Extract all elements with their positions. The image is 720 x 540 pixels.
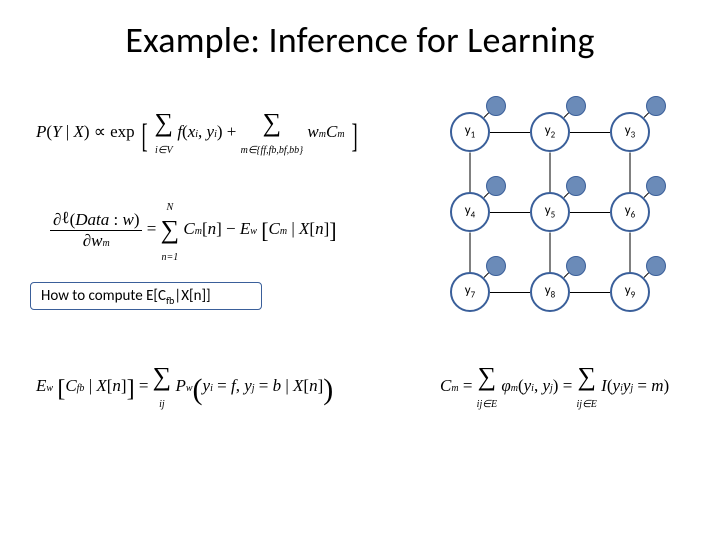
label-node-y7: y7 (450, 272, 490, 312)
label-node-text: y5 (545, 203, 555, 221)
formula-gradient: ∂ℓ(Data : w) ∂wm = N ∑ n=1 Cm[n] − Ew [C… (50, 195, 337, 265)
graph-edge (470, 152, 471, 192)
label-node-text: y6 (625, 203, 635, 221)
observation-node (646, 176, 666, 196)
label-node-y8: y8 (530, 272, 570, 312)
graph-edge (630, 152, 631, 192)
observation-node (566, 256, 586, 276)
graph-edge (490, 212, 530, 213)
label-node-y3: y3 (610, 112, 650, 152)
label-node-text: y8 (545, 283, 555, 301)
observation-node (646, 256, 666, 276)
graph-edge (470, 232, 471, 272)
label-node-y1: y1 (450, 112, 490, 152)
label-node-y6: y6 (610, 192, 650, 232)
label-node-text: y3 (625, 123, 635, 141)
graph-edge (630, 232, 631, 272)
graph-edge (550, 232, 551, 272)
observation-node (646, 96, 666, 116)
graph-edge (570, 292, 610, 293)
formula-expectation: Ew [Cfb | X[n]] = ∑ij Pw(yi = f, yj = b … (36, 362, 333, 412)
label-node-text: y7 (465, 283, 475, 301)
label-node-y4: y4 (450, 192, 490, 232)
formula-likelihood: P(Y | X) ∝ exp [ ∑i∈V f(xi, yi) + ∑m∈{ff… (36, 108, 360, 158)
compute-box: How to compute E[Cfb|X[n]] (30, 282, 262, 310)
observation-node (486, 176, 506, 196)
label-node-text: y9 (625, 283, 635, 301)
graph-edge (570, 212, 610, 213)
slide-title: Example: Inference for Learning (0, 18, 720, 62)
graph-edge (490, 292, 530, 293)
label-node-text: y4 (465, 203, 475, 221)
compute-box-text: How to compute E[Cfb|X[n]] (41, 287, 211, 305)
label-node-text: y1 (465, 123, 475, 141)
observation-node (486, 96, 506, 116)
label-node-text: y2 (545, 123, 555, 141)
label-node-y9: y9 (610, 272, 650, 312)
label-node-y2: y2 (530, 112, 570, 152)
observation-node (566, 96, 586, 116)
graph-edge (570, 132, 610, 133)
graph-edge (550, 152, 551, 192)
formula-cm: Cm = ∑ij∈E φm(yi, yj) = ∑ij∈E I(yiyj = m… (440, 362, 669, 412)
graph-edge (490, 132, 530, 133)
observation-node (566, 176, 586, 196)
label-node-y5: y5 (530, 192, 570, 232)
observation-node (486, 256, 506, 276)
